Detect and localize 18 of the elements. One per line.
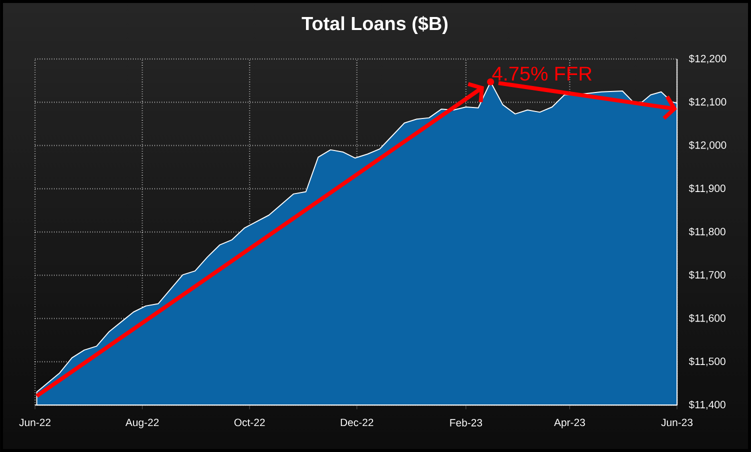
y-tick-label: $12,100 [688,98,726,107]
y-tick-label: $11,600 [688,314,726,324]
y-tick-label: $11,400 [688,400,726,410]
x-tick-label: Apr-23 [554,418,585,428]
x-tick-label: Feb-23 [450,418,482,426]
x-tick-label: Jun-23 [661,418,693,426]
y-tick-label: $11,800 [688,227,726,237]
x-tick-label: Oct-22 [234,418,265,426]
x-tick-label: Aug-22 [125,418,159,428]
x-tick-label: Jun-22 [19,418,50,426]
x-tick-label: Dec-22 [340,418,374,426]
chart-title: Total Loans ($B) [302,16,448,34]
y-tick-label: $11,500 [688,357,726,366]
y-tick-label: $11,900 [688,184,726,194]
y-tick-label: $12,000 [688,140,726,150]
annotation: 4.75% FFR [492,66,592,81]
y-tick-label: $11,700 [688,270,726,280]
y-tick-label: $12,200 [688,54,726,64]
